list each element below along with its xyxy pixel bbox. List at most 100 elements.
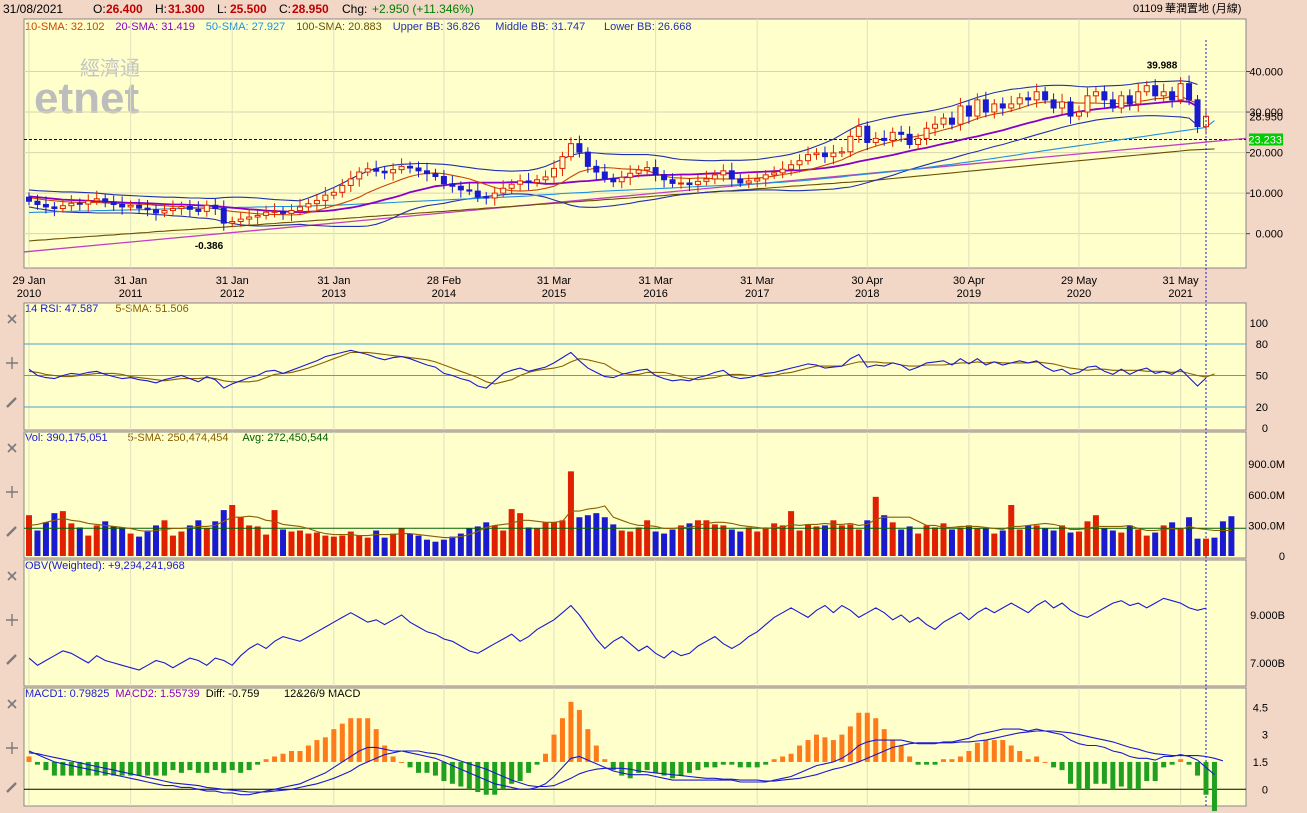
volume-bar (1059, 525, 1066, 556)
candle-body (26, 196, 32, 202)
panel-3-close-icon[interactable] (7, 443, 17, 453)
macd-diff-bar (483, 761, 489, 795)
candle-body (694, 180, 701, 186)
volume-bar (610, 524, 617, 556)
volume-bar (1186, 517, 1193, 556)
candle-body (991, 103, 998, 113)
volume-bar (246, 525, 253, 556)
volume-bar (59, 511, 66, 556)
macd-diff-bar (365, 718, 371, 762)
macd-diff-bar (128, 761, 134, 776)
volume-bar (999, 530, 1006, 556)
volume-bar (805, 524, 812, 556)
volume-bar (449, 536, 456, 556)
panel-3-move-icon[interactable] (6, 486, 18, 498)
macd-diff-bar (500, 761, 506, 790)
candle-body (1084, 95, 1091, 113)
macd-diff-bar (221, 761, 227, 773)
panel-5-pencil-icon[interactable] (6, 782, 17, 793)
macd-diff-bar (68, 761, 74, 776)
volume-bar (305, 533, 312, 556)
open-value: 26.400 (106, 2, 143, 16)
rsi-ytick: 20 (1256, 402, 1268, 414)
candle-body (1177, 83, 1184, 101)
panel-5-close-icon[interactable] (7, 699, 17, 709)
panel-3-pencil-icon[interactable] (6, 526, 17, 537)
panel-4-pencil-icon[interactable] (6, 654, 17, 665)
macd-diff-bar (636, 761, 642, 773)
panel-2-bg (23, 302, 1247, 431)
macd-diff-bar (1093, 761, 1099, 784)
candle-body (491, 192, 498, 199)
macd-diff-bar (856, 712, 862, 762)
candle-body (1118, 95, 1125, 109)
legend-5-2: MACD2: 1.55739 (115, 688, 199, 700)
volume-bar (593, 513, 600, 556)
candle-body (153, 209, 160, 214)
candle-body (254, 214, 261, 218)
volume-bar (830, 520, 837, 556)
hline-value-label: 23.233 (1248, 134, 1282, 146)
legend-1-5: Upper BB: 36.826 (393, 21, 480, 33)
rsi-ytick: 0 (1262, 423, 1268, 435)
volume-bar (254, 526, 261, 556)
macd-diff-bar (653, 761, 659, 773)
volume-bar (1177, 528, 1184, 556)
panel-2-close-icon[interactable] (7, 314, 17, 324)
volume-bar (1033, 525, 1040, 556)
macd-diff-bar (712, 761, 718, 768)
x-label-year: 2011 (119, 288, 143, 300)
macd-diff-bar (983, 740, 989, 762)
macd-diff-bar (966, 751, 972, 762)
price-ytick: 10.000 (1249, 188, 1283, 200)
panel-5-move-icon[interactable] (6, 742, 18, 754)
candle-body (745, 180, 752, 184)
macd-diff-bar (1178, 759, 1184, 762)
candle-body (711, 174, 718, 180)
candle-body (280, 210, 287, 214)
volume-bar (491, 525, 498, 556)
volume-ytick: 0 (1279, 551, 1285, 563)
candle-body (1135, 91, 1142, 105)
macd-diff-bar (576, 710, 582, 762)
macd-diff-bar (686, 761, 692, 773)
stock-code: 01109 (1133, 3, 1163, 15)
x-label-year: 2015 (542, 288, 566, 300)
x-label-year: 2018 (855, 288, 879, 300)
volume-bar (68, 523, 75, 556)
volume-bar (195, 520, 202, 556)
panel-2-move-icon[interactable] (6, 357, 18, 369)
candle-body (432, 173, 439, 178)
volume-bar (288, 531, 295, 556)
macd-diff-bar (543, 753, 549, 762)
volume-bar (330, 536, 337, 556)
macd-diff-bar (941, 759, 947, 762)
x-label-year: 2012 (220, 288, 244, 300)
candle-body (51, 206, 58, 210)
candle-body (237, 218, 244, 223)
volume-bar (93, 525, 100, 556)
panel-2-pencil-icon[interactable] (6, 397, 17, 408)
volume-bar (51, 513, 58, 556)
candle-body (390, 169, 397, 174)
volume-bar (728, 529, 735, 556)
macd-diff-bar (602, 759, 608, 762)
volume-bar (940, 523, 947, 556)
candle-body (720, 170, 727, 176)
macd-diff-bar (390, 756, 396, 762)
candle-body (288, 210, 295, 214)
macd-diff-bar (670, 761, 676, 779)
volume-bar (1211, 537, 1218, 556)
high-label: H: (155, 2, 167, 16)
volume-bar (1169, 522, 1176, 556)
panel-4-close-icon[interactable] (7, 571, 17, 581)
candle-body (864, 125, 871, 143)
macd-diff-bar (424, 761, 430, 773)
volume-bar (1101, 528, 1108, 556)
panel-4-move-icon[interactable] (6, 614, 18, 626)
macd-diff-bar (890, 740, 896, 762)
volume-bar (457, 533, 464, 556)
volume-bar (76, 527, 83, 556)
volume-bar (500, 530, 507, 556)
candle-body (847, 135, 854, 153)
